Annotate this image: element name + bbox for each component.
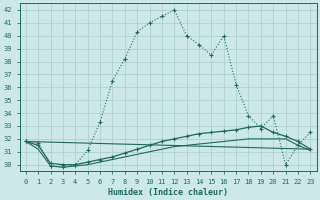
X-axis label: Humidex (Indice chaleur): Humidex (Indice chaleur) bbox=[108, 188, 228, 197]
